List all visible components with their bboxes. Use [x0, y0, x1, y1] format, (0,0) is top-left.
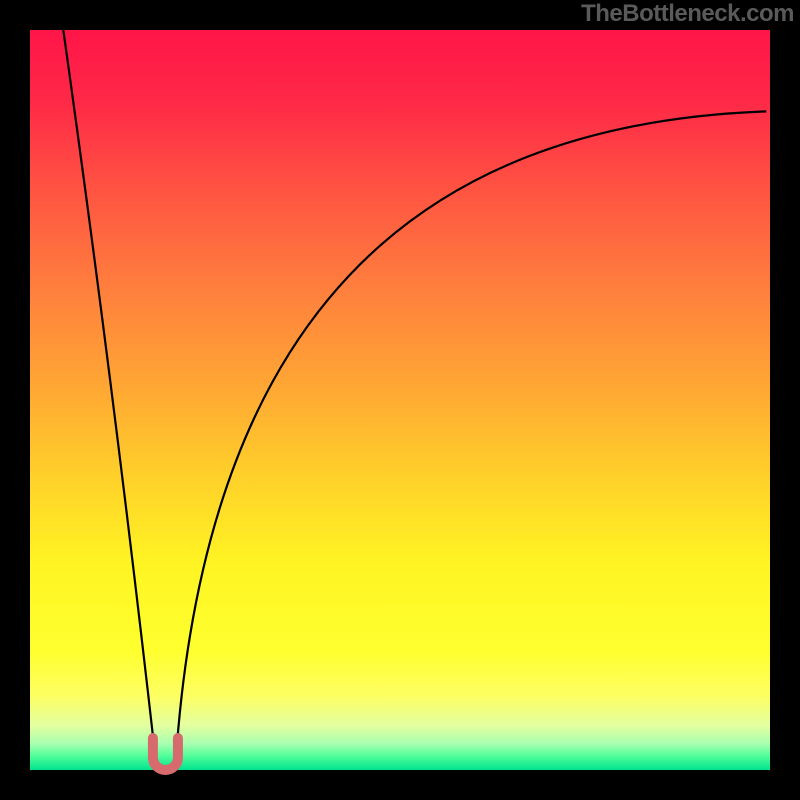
- chart-background-gradient: [30, 30, 770, 770]
- bottleneck-chart: [0, 0, 800, 800]
- chart-container: TheBottleneck.com: [0, 0, 800, 800]
